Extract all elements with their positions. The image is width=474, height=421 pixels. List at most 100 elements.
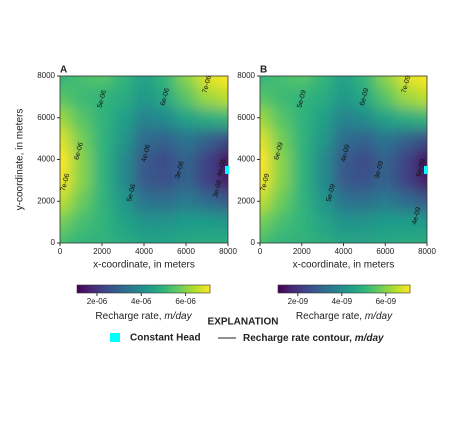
heatmap-cell (154, 211, 176, 234)
heatmap-cell (291, 107, 313, 129)
heatmap-cell (70, 107, 92, 129)
heatmap-cell (353, 149, 376, 171)
heatmap-cell (312, 232, 334, 243)
heatmap-cell (60, 232, 71, 243)
heatmap-cell (374, 128, 397, 150)
heatmap-cell (60, 190, 71, 213)
heatmap-cell (333, 169, 355, 192)
heatmap-cell (70, 128, 92, 150)
heatmap-cell (260, 128, 271, 150)
contour-label: 7e-09 (260, 173, 271, 192)
colorbar-step (132, 285, 136, 293)
heatmap-cell (291, 190, 313, 213)
y-tick-label: 6000 (237, 113, 255, 122)
heatmap-cell (154, 169, 176, 192)
heatmap-cell (312, 190, 334, 213)
colorbar-step (302, 285, 305, 293)
heatmap-cell (374, 76, 397, 87)
colorbar-step (344, 285, 347, 293)
colorbar-step (306, 285, 310, 293)
heatmap-cell (175, 86, 197, 108)
colorbar-step (352, 285, 356, 293)
heatmap-cell (175, 128, 197, 150)
heatmap-cell (416, 128, 427, 150)
colorbar-step (92, 285, 96, 293)
heatmap-cell (112, 128, 134, 150)
contour-label: 4e-09 (411, 206, 422, 225)
y-tick-label: 2000 (237, 196, 255, 205)
heatmap (60, 76, 228, 243)
heatmap-cell (196, 149, 218, 171)
colorbar-step (123, 285, 127, 293)
y-tick-label: 2000 (37, 196, 55, 205)
colorbar-step (110, 285, 113, 293)
colorbar-step (401, 285, 404, 293)
colorbar-step (359, 285, 362, 293)
colorbar-step (207, 285, 211, 293)
heatmap-cell (60, 211, 71, 234)
heatmap-cell (395, 76, 418, 87)
heatmap-cell (196, 107, 218, 129)
heatmap-cell (395, 211, 418, 234)
heatmap-cell (416, 76, 427, 87)
heatmap-cell (416, 232, 427, 243)
heatmap-cell (196, 86, 218, 108)
colorbar-step (194, 285, 198, 293)
heatmap-cell (60, 128, 71, 150)
heatmap-cell (196, 232, 218, 243)
heatmap-cell (374, 232, 397, 243)
heatmap-cell (70, 232, 92, 243)
y-tick-label: 4000 (237, 155, 255, 164)
heatmap-cell (175, 190, 197, 213)
heatmap-cell (112, 169, 134, 192)
heatmap-cell (217, 149, 228, 171)
colorbar-step (300, 285, 303, 293)
heatmap-cell (133, 128, 155, 150)
colorbar-step (81, 285, 85, 293)
contour-label: 4e-06 (216, 158, 227, 177)
heatmap-cell (374, 149, 397, 171)
heatmap-cell (333, 107, 355, 129)
heatmap-cell (312, 149, 334, 171)
colorbar-step (167, 285, 171, 293)
heatmap-cell (217, 76, 228, 87)
colorbar-tick-label: 6e-09 (376, 297, 397, 306)
colorbar-step (190, 285, 193, 293)
heatmap-cell (133, 149, 155, 171)
heatmap-cell (91, 128, 113, 150)
colorbar-step (377, 285, 380, 293)
colorbar (278, 285, 411, 293)
heatmap-cell (270, 190, 292, 213)
colorbar-step (374, 285, 378, 293)
heatmap-cell (175, 76, 197, 87)
x-tick-label: 6000 (177, 247, 195, 256)
heatmap-cell (270, 128, 292, 150)
y-tick-label: 8000 (237, 71, 255, 80)
colorbar-label-unit: m/day (164, 311, 192, 322)
colorbar-step (326, 285, 329, 293)
colorbar-step (196, 285, 200, 293)
colorbar-step (163, 285, 167, 293)
colorbar-step (315, 285, 318, 293)
colorbar-step (339, 285, 343, 293)
y-tick-label: 6000 (37, 113, 55, 122)
contour-label: 7e-06 (60, 173, 71, 192)
heatmap-cell (333, 190, 355, 213)
colorbar-step (350, 285, 354, 293)
heatmap-cell (374, 169, 397, 192)
heatmap-cell (260, 86, 271, 108)
heatmap-cell (70, 86, 92, 108)
y-tick-label: 4000 (37, 155, 55, 164)
colorbar-step (139, 285, 142, 293)
colorbar-tick-label: 2e-09 (288, 297, 309, 306)
colorbar-step (108, 285, 111, 293)
heatmap-cell (91, 169, 113, 192)
legend-contour-text: Recharge rate contour, (243, 333, 352, 344)
heatmap-cell (175, 232, 197, 243)
heatmap-cell (133, 86, 155, 108)
colorbar-step (385, 285, 389, 293)
heatmap-cell (395, 128, 418, 150)
heatmap-cell (196, 190, 218, 213)
contour-label: 4e-09 (340, 144, 351, 163)
contour-label: 6e-06 (74, 142, 85, 161)
